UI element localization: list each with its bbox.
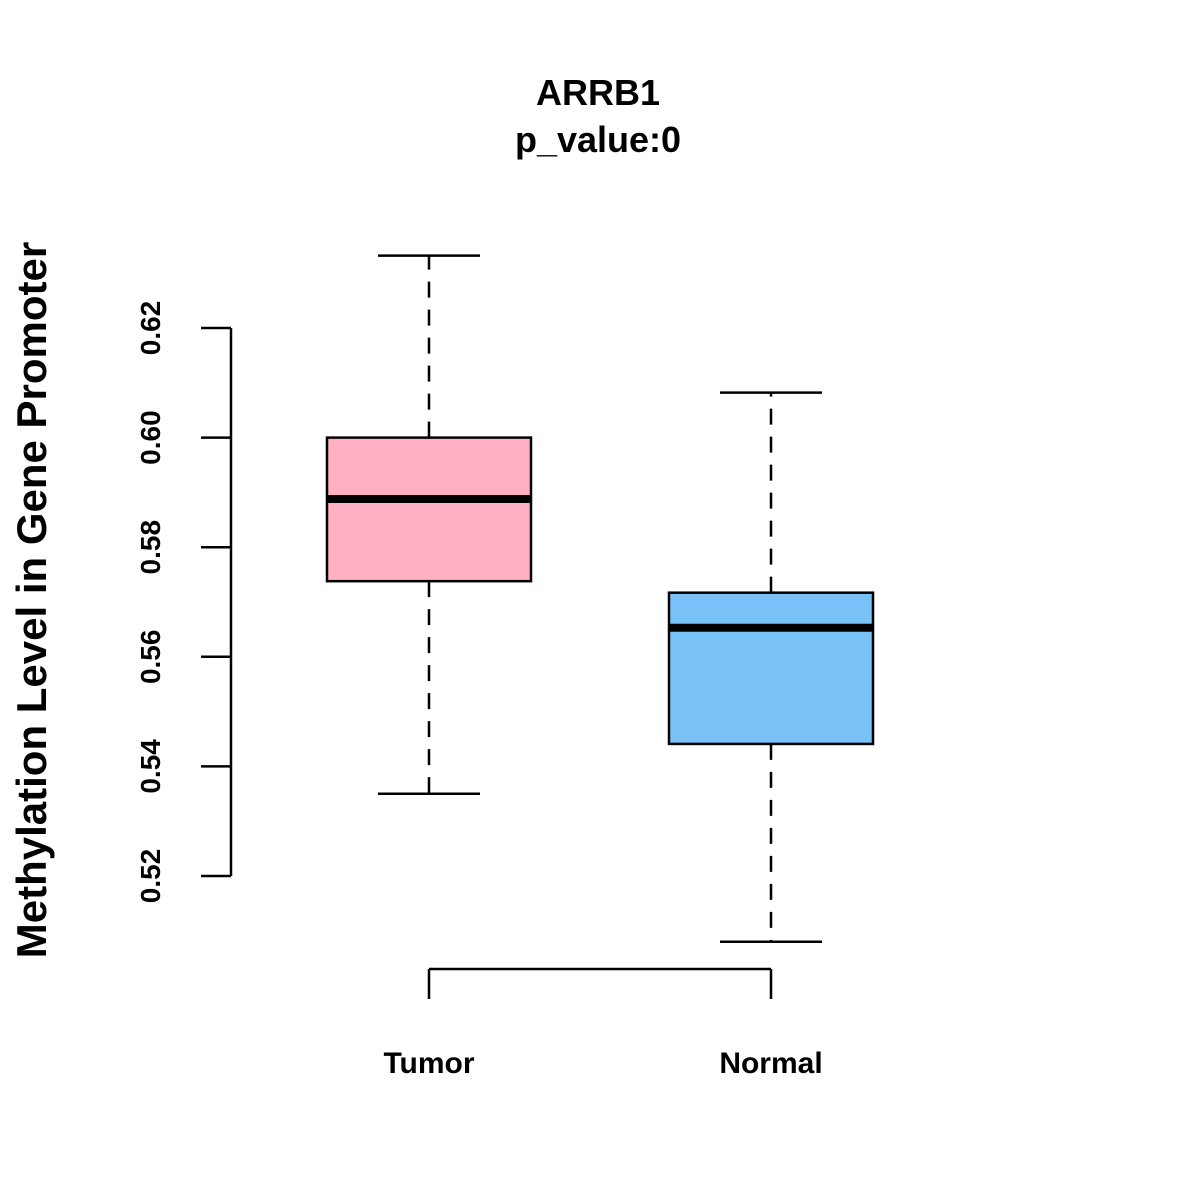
y-axis: 0.52 0.54 0.56 0.58 0.60 0.62	[135, 301, 233, 904]
y-tick-label: 0.62	[135, 301, 166, 356]
chart-title: ARRB1	[536, 72, 660, 113]
y-axis-label: Methylation Level in Gene Promoter	[8, 242, 55, 958]
chart-subtitle: p_value:0	[515, 119, 681, 160]
y-tick-label: 0.56	[135, 630, 166, 685]
x-axis: Tumor Normal	[383, 967, 823, 1080]
y-tick-label: 0.52	[135, 849, 166, 904]
iqr-box	[667, 591, 875, 746]
x-tick-label: Normal	[719, 1047, 822, 1080]
box-normal	[667, 391, 875, 944]
y-tick-label: 0.60	[135, 410, 166, 465]
x-tick-label: Tumor	[383, 1047, 474, 1080]
box-tumor	[325, 254, 533, 796]
boxes-group	[325, 254, 875, 944]
iqr-box	[325, 436, 533, 583]
y-tick-label: 0.54	[135, 739, 166, 794]
y-tick-label: 0.58	[135, 520, 166, 575]
